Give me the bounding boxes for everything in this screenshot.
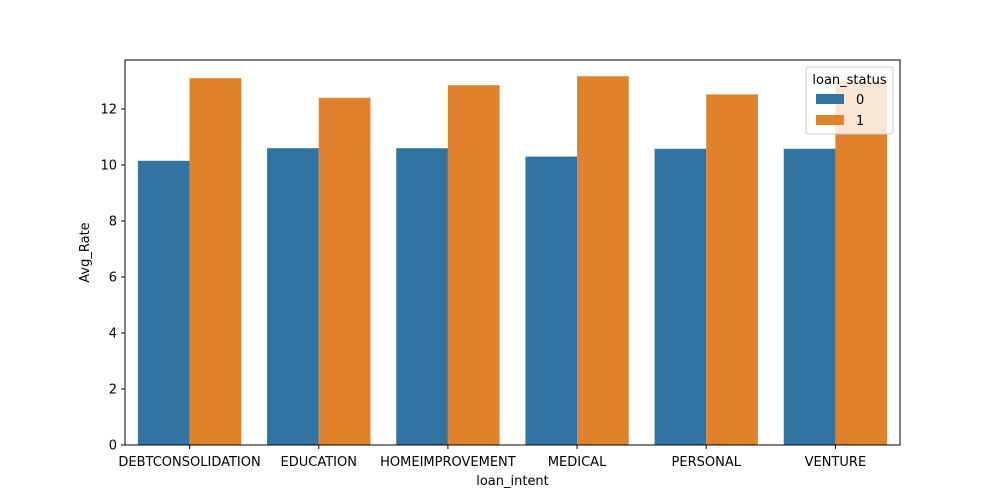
legend-swatch-0: [816, 94, 844, 104]
bar-education-status-1: [318, 97, 371, 446]
bar-personal-status-0: [654, 148, 707, 445]
legend-label-0: 0: [856, 93, 864, 108]
legend-swatch-1: [816, 115, 844, 125]
legend-label-1: 1: [856, 114, 864, 129]
bar-medical-status-0: [525, 156, 578, 445]
bars-group: [137, 76, 888, 446]
x-tick-label-venture: VENTURE: [805, 455, 867, 470]
x-tick-label-personal: PERSONAL: [672, 455, 742, 470]
y-tick-label: 6: [109, 271, 117, 286]
bar-venture-status-1: [835, 81, 888, 445]
y-tick-label: 4: [109, 327, 117, 342]
x-tick-label-homeimprovement: HOMEIMPROVEMENT: [380, 455, 516, 470]
y-tick-label: 2: [109, 383, 117, 398]
bar-debtconsolidation-status-0: [137, 160, 190, 446]
x-axis: DEBTCONSOLIDATION EDUCATION HOMEIMPROVEMEN…: [118, 445, 866, 470]
bar-personal-status-1: [706, 94, 758, 445]
bar-debtconsolidation-status-1: [189, 78, 242, 445]
legend: loan_status 0 1: [805, 66, 894, 135]
x-tick-label-medical: MEDICAL: [548, 455, 607, 470]
y-tick-label: 10: [100, 159, 117, 174]
bar-medical-status-1: [577, 76, 629, 446]
y-axis: 0 2 4 6 8 10 12: [100, 103, 125, 454]
bar-homeimprovement-status-0: [396, 148, 448, 445]
y-tick-label: 0: [109, 439, 117, 454]
bar-education-status-0: [267, 148, 319, 445]
y-axis-label: Avg_Rate: [78, 222, 93, 282]
legend-title: loan_status: [812, 73, 886, 88]
y-tick-label: 8: [109, 215, 117, 230]
bar-homeimprovement-status-1: [447, 85, 500, 445]
x-axis-label: loan_intent: [476, 474, 549, 489]
plot-area-frame: [124, 59, 901, 446]
x-tick-label-debtconsolidation: DEBTCONSOLIDATION: [118, 455, 260, 470]
x-tick-label-education: EDUCATION: [281, 455, 357, 470]
y-tick-label: 12: [100, 103, 117, 118]
bar-venture-status-0: [783, 148, 836, 445]
